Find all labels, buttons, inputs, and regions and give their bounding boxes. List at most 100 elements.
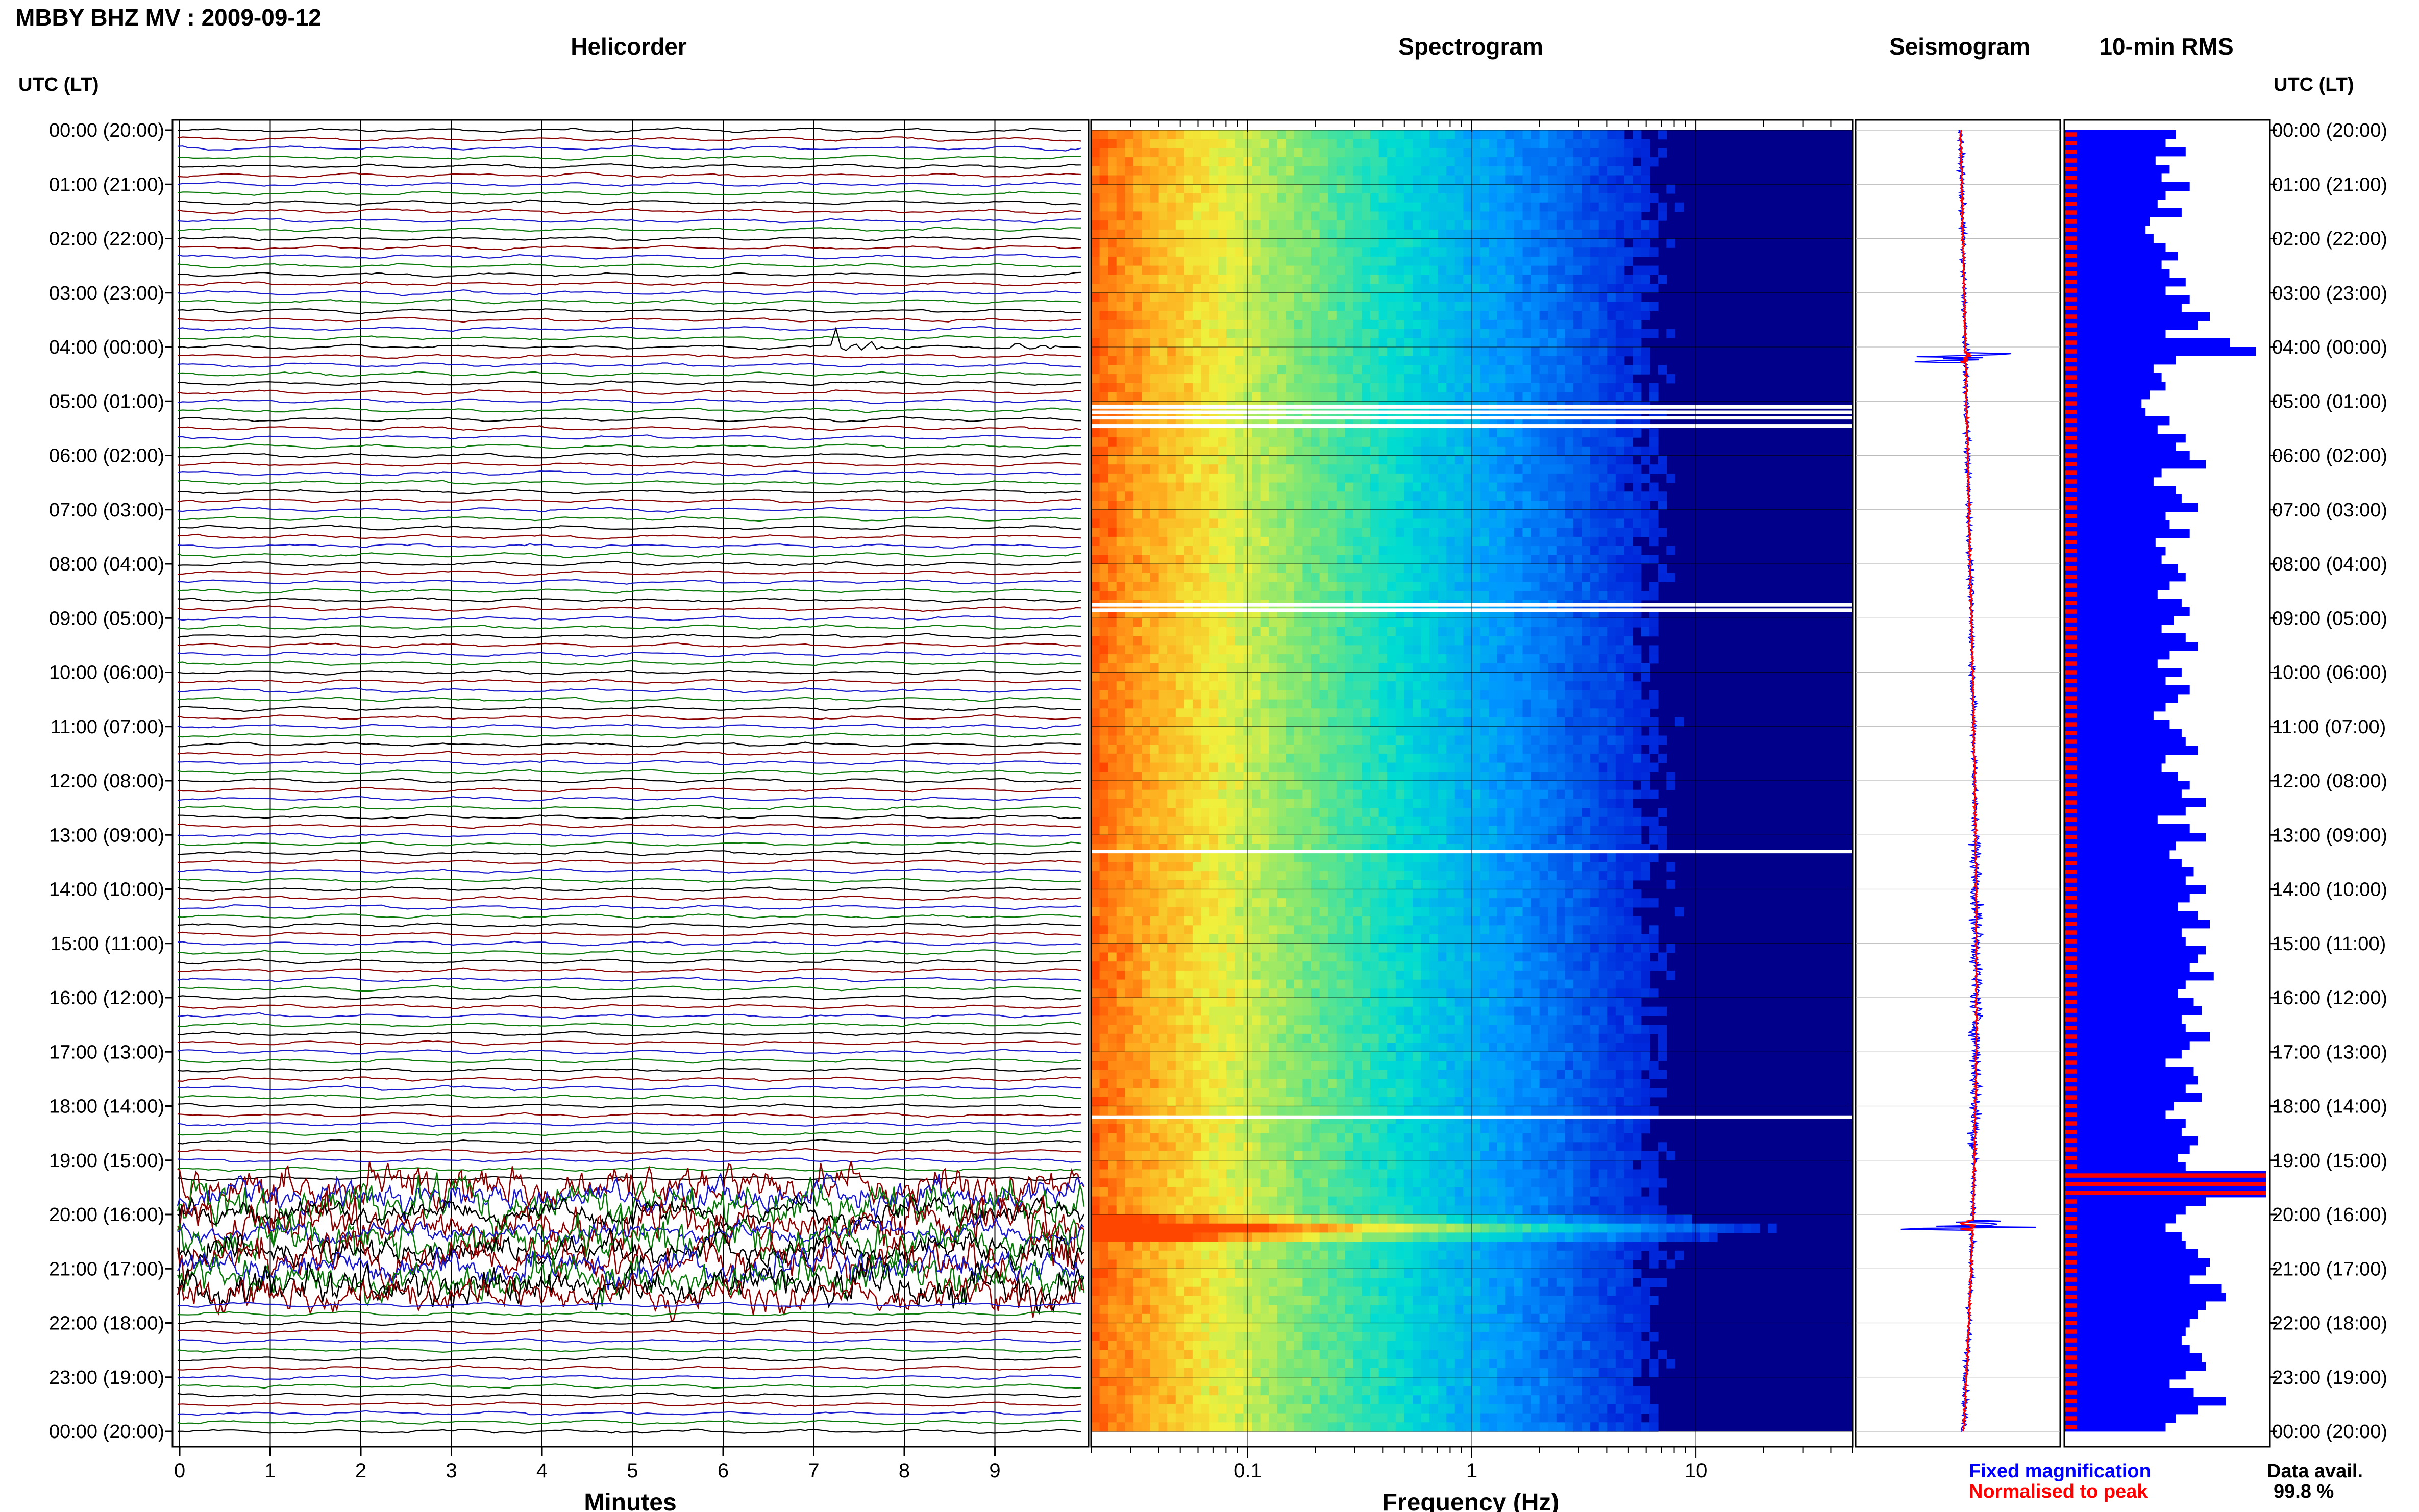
spectrogram-cell	[1294, 139, 1303, 148]
spectrogram-cell	[1184, 1070, 1193, 1079]
spectrogram-cell	[1091, 1133, 1100, 1143]
spectrogram-cell	[1353, 1332, 1363, 1342]
spectrogram-cell	[1302, 591, 1312, 601]
spectrogram-cell	[1218, 627, 1227, 637]
spectrogram-cell	[1269, 1151, 1278, 1161]
spectrogram-cell	[1235, 735, 1244, 745]
spectrogram-cell	[1345, 1033, 1354, 1044]
spectrogram-cell	[1158, 383, 1168, 393]
spectrogram-cell	[1125, 302, 1134, 311]
spectrogram-cell	[1311, 473, 1320, 483]
spectrogram-cell	[1142, 1061, 1151, 1071]
spectrogram-cell	[1302, 871, 1312, 881]
spectrogram-cell	[1150, 464, 1159, 474]
spectrogram-cell	[1252, 229, 1261, 239]
spectrogram-cell	[1336, 1404, 1346, 1414]
spectrogram-cell	[1150, 772, 1159, 781]
spectrogram-cell	[1319, 428, 1328, 438]
spectrogram-cell	[1116, 1169, 1126, 1179]
spectrogram-cell	[1235, 627, 1244, 637]
spectrogram-cell	[1336, 654, 1346, 664]
spectrogram-cell	[1336, 618, 1346, 628]
spectrogram-cell	[1167, 1033, 1176, 1044]
spectrogram-cell	[1142, 970, 1151, 980]
spectrogram-cell	[1133, 690, 1143, 700]
spectrogram-cell	[1302, 1359, 1312, 1369]
spectrogram-cell	[1210, 1061, 1219, 1071]
spectrogram-cell	[1302, 157, 1312, 167]
spectrogram-cell	[1167, 618, 1176, 628]
spectrogram-cell	[1286, 1250, 1295, 1260]
spectrogram-cell	[1311, 247, 1320, 257]
spectrogram-cell	[1218, 275, 1227, 284]
spectrogram-cell	[1099, 853, 1108, 862]
spectrogram-cell	[1125, 1305, 1134, 1315]
spectrogram-cell	[1150, 1052, 1159, 1061]
spectrogram-cell	[1328, 1422, 1337, 1432]
spectrogram-cell	[1158, 636, 1168, 646]
spectrogram-cell	[1336, 880, 1346, 890]
spectrogram-cell	[1125, 1359, 1134, 1369]
spectrogram-cell	[1201, 1413, 1210, 1423]
spectrogram-cell	[1091, 690, 1100, 700]
spectrogram-cell	[1210, 546, 1219, 555]
spectrogram-cell	[1269, 1006, 1278, 1016]
spectrogram-cell	[1158, 1259, 1168, 1269]
spectrogram-cell	[1311, 1359, 1320, 1369]
spectrogram-cell	[1260, 446, 1269, 456]
spectrogram-cell	[1133, 1160, 1143, 1170]
spectrogram-cell	[1328, 582, 1337, 591]
spectrogram-cell	[1345, 374, 1354, 384]
spectrogram-cell	[1345, 789, 1354, 799]
spectrogram-cell	[1235, 383, 1244, 393]
spectrogram-cell	[1294, 1033, 1303, 1044]
spectrogram-cell	[1311, 1142, 1320, 1152]
spectrogram-cell	[1353, 256, 1363, 266]
spectrogram-cell	[1125, 1422, 1134, 1432]
spectrogram-cell	[1125, 383, 1134, 393]
spectrogram-cell	[1328, 139, 1337, 148]
spectrogram-cell	[1294, 157, 1303, 167]
spectrogram-cell	[1311, 1006, 1320, 1016]
spectrogram-cell	[1362, 455, 1371, 465]
spectrogram-cell	[1108, 781, 1117, 790]
spectrogram-cell	[1133, 130, 1143, 140]
spectrogram-cell	[1269, 383, 1278, 393]
spectrogram-cell	[1269, 1350, 1278, 1359]
spectrogram-cell	[1201, 518, 1210, 528]
spectrogram-cell	[1277, 1242, 1287, 1251]
spectrogram-cell	[1319, 329, 1328, 338]
spectrogram-cell	[1201, 1323, 1210, 1332]
spectrogram-cell	[1277, 546, 1287, 555]
spectrogram-cell	[1286, 1097, 1295, 1107]
spectrogram-cell	[1294, 1341, 1303, 1351]
spectrogram-cell	[1269, 428, 1278, 438]
spectrogram-cell	[1277, 184, 1287, 194]
spectrogram-cell	[1235, 202, 1244, 212]
spectrogram-cell	[1116, 229, 1126, 239]
spectrogram-cell	[1133, 509, 1143, 519]
spectrogram-cell	[1158, 1359, 1168, 1369]
spectrogram-cell	[1353, 880, 1363, 890]
spectrogram-cell	[1269, 1169, 1278, 1179]
spectrogram-cell	[1294, 998, 1303, 1007]
spectrogram-cell	[1192, 193, 1202, 203]
spectrogram-cell	[1108, 446, 1117, 456]
spectrogram-cell	[1302, 275, 1312, 284]
spectrogram-cell	[1336, 1305, 1346, 1315]
spectrogram-cell	[1116, 1133, 1126, 1143]
spectrogram-cell	[1167, 256, 1176, 266]
spectrogram-cell	[1133, 518, 1143, 528]
spectrogram-cell	[1167, 726, 1176, 736]
spectrogram-cell	[1302, 1061, 1312, 1071]
spectrogram-cell	[1302, 1422, 1312, 1432]
spectrogram-cell	[1311, 672, 1320, 682]
spectrogram-cell	[1302, 1124, 1312, 1134]
spectrogram-cell	[1125, 699, 1134, 709]
spectrogram-cell	[1260, 835, 1269, 845]
spectrogram-cell	[1099, 636, 1108, 646]
spectrogram-cell	[1345, 961, 1354, 971]
spectrogram-cell	[1142, 1332, 1151, 1342]
spectrogram-cell	[1142, 1169, 1151, 1179]
spectrogram-cell	[1235, 1196, 1244, 1206]
